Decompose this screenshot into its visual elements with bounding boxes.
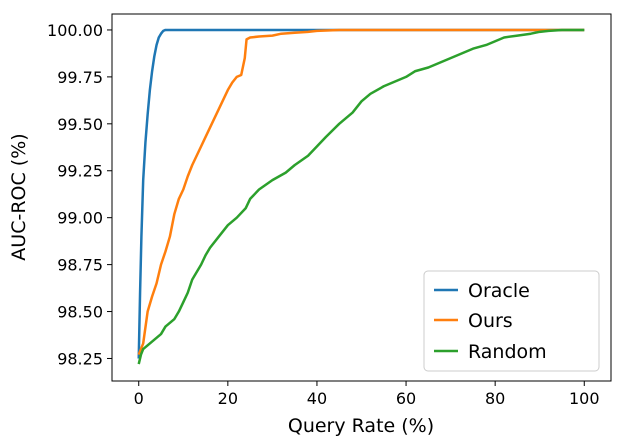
x-tick-label: 0: [134, 389, 144, 408]
x-tick-label: 80: [485, 389, 505, 408]
y-tick-label: 99.25: [57, 162, 103, 181]
series-line-random: [137, 28, 585, 365]
x-tick-label: 40: [307, 389, 327, 408]
y-tick-label: 98.75: [57, 256, 103, 275]
y-tick-label: 98.25: [57, 349, 103, 368]
x-tick-label: 20: [218, 389, 238, 408]
y-tick-label: 98.50: [57, 303, 103, 322]
series-layer: [137, 28, 585, 365]
x-axis-label: Query Rate (%): [288, 415, 434, 437]
y-tick-label: 99.00: [57, 209, 103, 228]
legend-box: [423, 270, 600, 372]
x-tick-label: 60: [396, 389, 416, 408]
x-tick-label: 100: [569, 389, 600, 408]
y-tick-label: 99.75: [57, 68, 103, 87]
legend-label-ours: Ours: [468, 310, 513, 332]
series-line-ours: [137, 28, 585, 356]
series-line-oracle: [137, 28, 585, 359]
legend-label-oracle: Oracle: [468, 280, 530, 302]
y-tick-label: 99.50: [57, 115, 103, 134]
legend: Oracle Ours Random: [423, 270, 600, 372]
plot-frame: [111, 13, 612, 382]
legend-label-random: Random: [468, 341, 547, 363]
y-axis-label: AUC-ROC (%): [8, 133, 30, 260]
y-tick-label: 100.00: [47, 21, 103, 40]
ticks-layer: 0 20 40 60 80 100 98.25 98.50 98.75 99.00 99.25 99.…: [47, 21, 600, 408]
